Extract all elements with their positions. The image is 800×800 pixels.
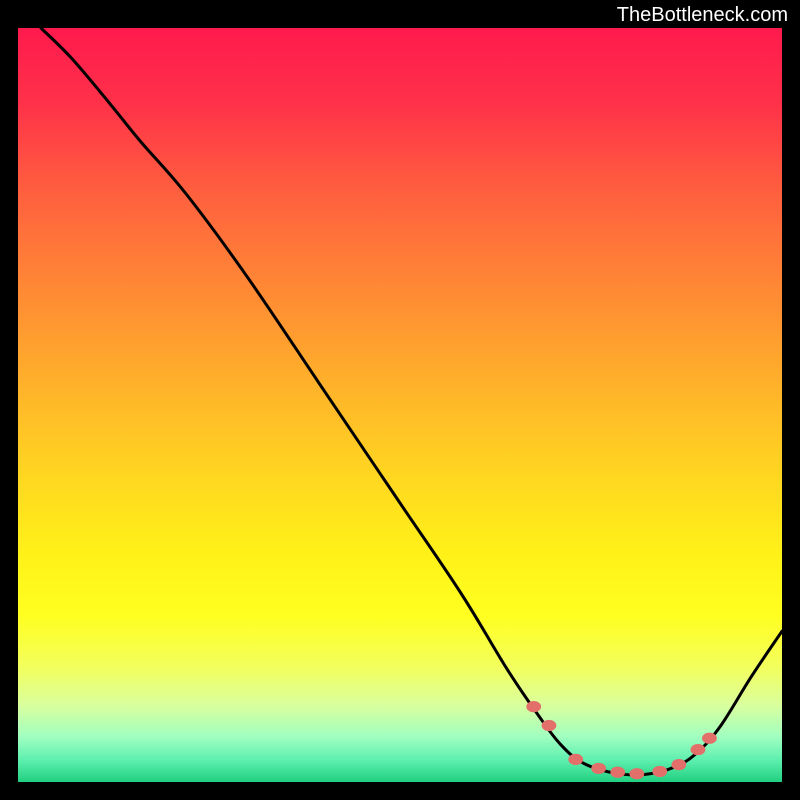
- watermark-text: TheBottleneck.com: [617, 4, 788, 27]
- chart-curve-layer: [18, 28, 782, 782]
- curve-marker: [672, 760, 686, 770]
- curve-marker: [691, 744, 705, 754]
- curve-marker: [630, 769, 644, 779]
- curve-marker: [653, 766, 667, 776]
- curve-marker: [592, 763, 606, 773]
- curve-marker: [542, 720, 556, 730]
- curve-marker: [569, 754, 583, 764]
- curve-marker: [527, 702, 541, 712]
- bottleneck-curve: [41, 28, 782, 775]
- curve-marker: [703, 733, 717, 743]
- curve-marker: [611, 767, 625, 777]
- plot-area: [18, 28, 782, 782]
